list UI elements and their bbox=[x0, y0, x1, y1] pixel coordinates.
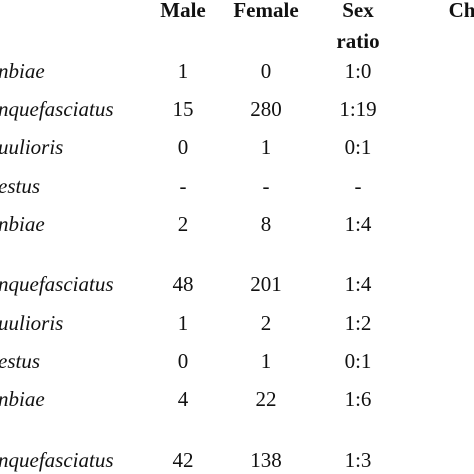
cell: - bbox=[355, 174, 362, 198]
cell: 0 bbox=[178, 135, 189, 159]
header-cell: Male bbox=[160, 0, 205, 22]
cell: 22 bbox=[256, 387, 277, 411]
cell: 4 bbox=[178, 387, 189, 411]
species-name: nquefasciatus bbox=[0, 97, 114, 121]
species-name: estus bbox=[0, 174, 40, 198]
cell: 138 bbox=[250, 448, 282, 472]
cell: 2 bbox=[261, 311, 272, 335]
cell: 15 bbox=[173, 97, 194, 121]
cell: 1:19 bbox=[339, 97, 376, 121]
header-cell: ratio bbox=[336, 29, 379, 53]
cell: 2 bbox=[178, 212, 189, 236]
cell: 1:2 bbox=[345, 311, 372, 335]
cell: 201 bbox=[250, 272, 282, 296]
header-cell: Female bbox=[233, 0, 298, 22]
species-name: nquefasciatus bbox=[0, 272, 114, 296]
species-name: uulioris bbox=[0, 311, 63, 335]
species-name: nbiae bbox=[0, 59, 45, 83]
cell: 1:6 bbox=[345, 387, 372, 411]
species-name: nbiae bbox=[0, 212, 45, 236]
header-cell: Sex bbox=[342, 0, 374, 22]
cell: 1 bbox=[178, 311, 189, 335]
species-name: uulioris bbox=[0, 135, 63, 159]
cell: - bbox=[180, 174, 187, 198]
cell: 0:1 bbox=[345, 349, 372, 373]
cell: 1 bbox=[261, 349, 272, 373]
cell: 0 bbox=[178, 349, 189, 373]
cell: 48 bbox=[173, 272, 194, 296]
cell: 0 bbox=[261, 59, 272, 83]
cell: 1 bbox=[178, 59, 189, 83]
cell: 8 bbox=[261, 212, 272, 236]
cell: 1:0 bbox=[345, 59, 372, 83]
cell: 1 bbox=[261, 135, 272, 159]
cell: 280 bbox=[250, 97, 282, 121]
cell: 1:4 bbox=[345, 212, 372, 236]
cell: - bbox=[263, 174, 270, 198]
species-name: nquefasciatus bbox=[0, 448, 114, 472]
header-cell: Ch bbox=[449, 0, 474, 22]
cell: 42 bbox=[173, 448, 194, 472]
cell: 0:1 bbox=[345, 135, 372, 159]
species-name: estus bbox=[0, 349, 40, 373]
cell: 1:3 bbox=[345, 448, 372, 472]
species-name: nbiae bbox=[0, 387, 45, 411]
cell: 1:4 bbox=[345, 272, 372, 296]
